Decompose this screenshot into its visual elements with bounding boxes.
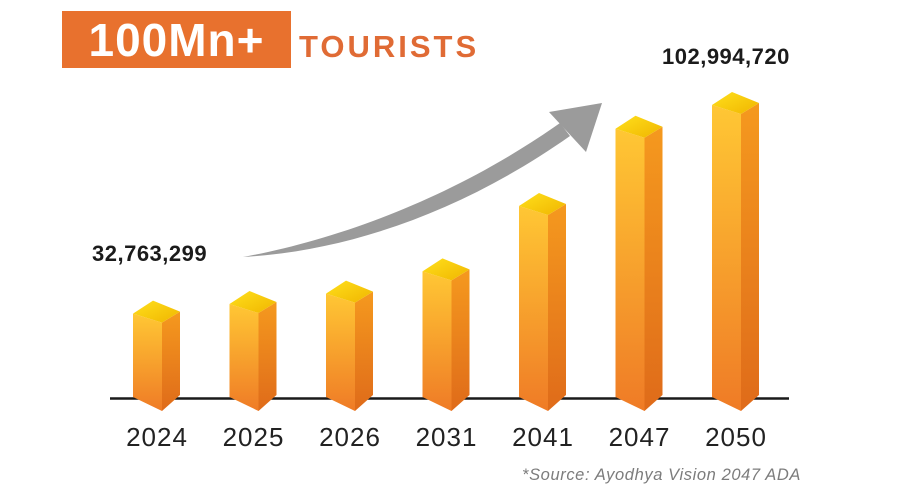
bar-2024 [133,300,180,411]
bar-front-face [422,271,452,411]
bar-side-face [644,126,663,411]
bar-front-face [326,293,355,411]
bar-side-face [258,302,277,411]
bar-2041 [519,192,566,411]
bar-top-face [326,280,373,303]
bar-front-face [712,105,741,411]
growth-arrow-head [549,103,602,152]
bar-front-face [229,304,259,411]
x-axis-label-2031: 2031 [415,422,478,452]
bars-group [133,92,759,412]
data-label-2024: 32,763,299 [92,241,208,266]
bar-2050 [712,92,759,411]
bar-top-face [422,258,470,281]
bar-side-face [355,291,373,411]
bar-2025 [229,291,277,411]
bar-front-face [615,128,645,412]
bar-side-face [451,269,470,411]
source-note: *Source: Ayodhya Vision 2047 ADA [522,466,801,484]
headline-badge: 100Mn+ [62,11,291,68]
bar-side-face [741,103,759,411]
bar-2047 [615,115,663,412]
bar-2026 [326,280,373,411]
bar-top-face [133,300,180,323]
x-axis-label-2024: 2024 [126,422,188,452]
bar-top-face [712,92,759,114]
headline-title: TOURISTS [299,29,480,64]
bar-top-face [615,115,663,138]
x-axis-label-2050: 2050 [705,422,767,452]
bar-2031 [422,258,470,411]
headline-badge-text: 100Mn+ [88,13,265,66]
bar-front-face [133,313,162,411]
bar-top-face [519,192,566,215]
growth-arrow [243,103,602,257]
bar-front-face [519,205,548,411]
x-axis-label-2025: 2025 [222,422,285,452]
bar-side-face [162,311,180,411]
x-axis-label-2047: 2047 [608,422,671,452]
x-axis-label-2041: 2041 [512,422,574,452]
x-axis-label-2026: 2026 [319,422,381,452]
bar-top-face [229,291,277,314]
bar-side-face [548,203,566,411]
data-label-2050: 102,994,720 [662,44,790,69]
